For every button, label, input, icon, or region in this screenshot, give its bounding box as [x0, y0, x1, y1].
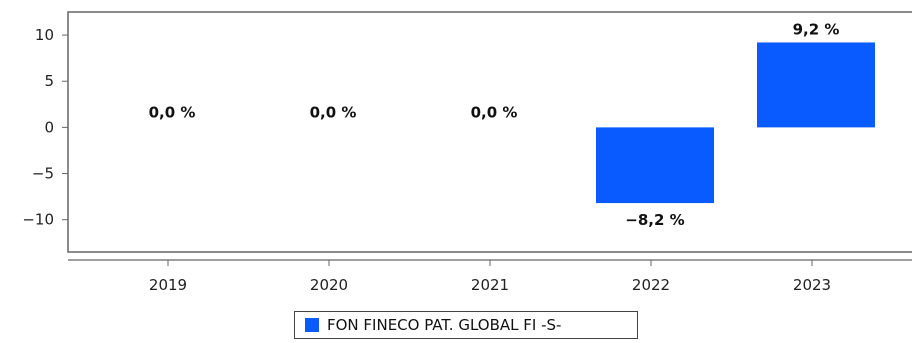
y-tick-label: 5	[44, 72, 54, 90]
data-label: 0,0 %	[471, 103, 518, 121]
data-labels: 0,0 % 0,0 % 0,0 % −8,2 % 9,2 %	[149, 20, 840, 229]
data-label: 9,2 %	[793, 20, 840, 38]
legend: FON FINECO PAT. GLOBAL FI -S-	[294, 311, 638, 339]
data-label: 0,0 %	[310, 103, 357, 121]
x-tick-label: 2022	[632, 276, 670, 294]
y-tick-label: 0	[44, 118, 54, 136]
x-tick-label: 2020	[310, 276, 348, 294]
bar	[596, 127, 714, 204]
data-label: 0,0 %	[149, 103, 196, 121]
x-tick-label: 2019	[149, 276, 187, 294]
data-label: −8,2 %	[625, 211, 684, 229]
y-tick-label: −10	[22, 211, 54, 229]
bars	[596, 42, 875, 204]
y-tick-label: 10	[35, 26, 54, 44]
legend-swatch	[305, 318, 319, 332]
bar	[757, 42, 875, 128]
x-axis: 2019 2020 2021 2022 2023	[68, 259, 912, 294]
y-axis: 10 5 0 −5 −10	[22, 26, 68, 229]
x-tick-label: 2023	[793, 276, 831, 294]
legend-label: FON FINECO PAT. GLOBAL FI -S-	[327, 316, 562, 334]
y-tick-label: −5	[32, 165, 54, 183]
x-tick-label: 2021	[471, 276, 509, 294]
